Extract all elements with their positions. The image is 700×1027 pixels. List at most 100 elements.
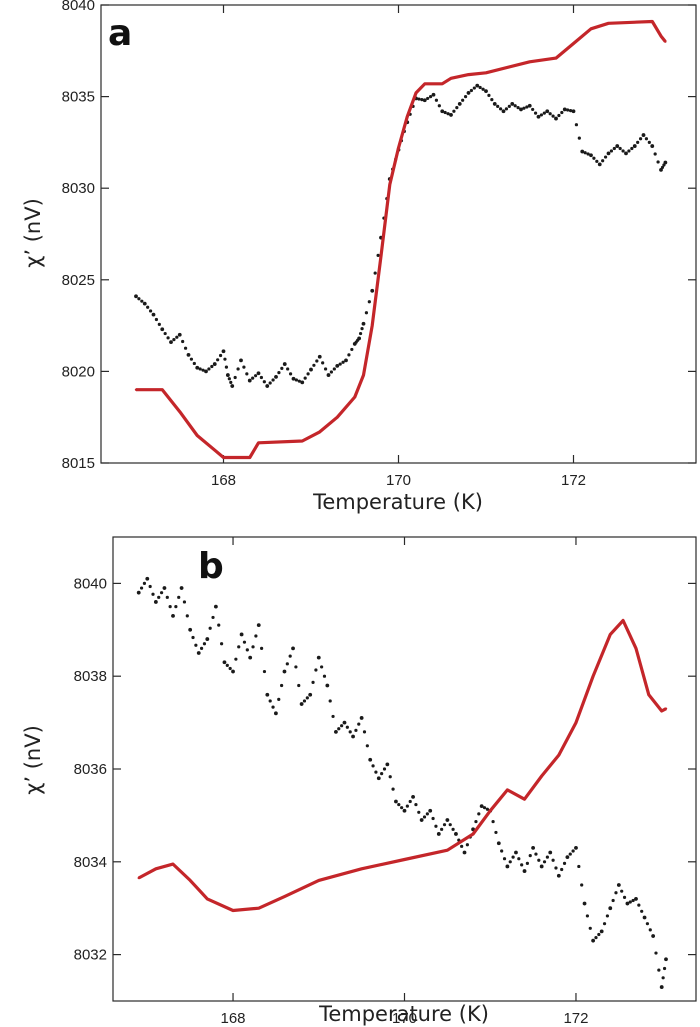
trace-dot: [166, 336, 170, 340]
data-point: [496, 841, 501, 846]
panel-b-frame: [112, 536, 697, 1002]
data-point: [388, 183, 391, 186]
data-point: [283, 895, 286, 898]
data-point: [624, 151, 628, 156]
trace-dot: [588, 926, 592, 930]
trace-dot: [380, 772, 384, 776]
trace-dot: [551, 858, 555, 862]
trace-dot: [159, 591, 164, 595]
trace-dot: [223, 357, 227, 361]
data-point: [188, 627, 193, 632]
data-point: [471, 832, 475, 836]
data-point: [642, 915, 647, 920]
data-point: [248, 456, 251, 459]
trace-dot: [631, 898, 635, 903]
trace-dot: [228, 666, 232, 671]
trace-dot: [174, 605, 178, 609]
data-point: [428, 808, 433, 813]
trace-dot: [595, 159, 599, 163]
trace-dot: [554, 866, 558, 870]
trace-dot: [210, 364, 214, 369]
trace-dot: [242, 365, 246, 369]
trace-dot: [139, 586, 144, 590]
series-line: [137, 618, 667, 913]
trace-dot: [542, 860, 547, 864]
data-point: [531, 845, 536, 850]
trace-dot: [280, 366, 284, 370]
trace-dot: [137, 297, 141, 301]
data-point: [151, 312, 156, 317]
trace-dot: [181, 339, 185, 344]
data-point: [484, 89, 488, 94]
trace-dot: [452, 109, 456, 113]
data-point: [647, 693, 651, 696]
trace-dot: [140, 299, 144, 303]
trace-dot: [253, 374, 258, 378]
data-point: [318, 430, 321, 434]
trace-dot: [320, 665, 324, 669]
trace-dot: [477, 812, 481, 816]
panel-a-frame: [100, 4, 697, 464]
data-point: [397, 146, 400, 150]
trace-dot: [201, 368, 205, 372]
trace-dot: [358, 331, 363, 336]
trace-dot: [237, 645, 241, 649]
data-point: [231, 669, 235, 674]
data-point: [632, 144, 637, 148]
trace-dot: [362, 730, 367, 734]
panel-b-letter: b: [198, 546, 224, 587]
trace-dot: [224, 365, 229, 369]
trace-dot: [192, 361, 196, 366]
data-point: [615, 144, 620, 148]
trace-dot: [340, 724, 344, 728]
panel-b-chart: b 168 170 172 8032 8034 8036 8038 8040 Temperat…: [21, 536, 697, 1027]
data-point: [479, 804, 484, 809]
data-point: [162, 586, 167, 590]
trace-dot: [328, 699, 332, 703]
trace-dot: [189, 357, 194, 361]
data-point: [326, 373, 331, 377]
data-point: [195, 365, 200, 370]
trace-dot: [233, 375, 237, 380]
data-point: [239, 358, 243, 363]
data-point: [589, 153, 593, 158]
trace-dot: [315, 359, 319, 363]
trace-dot: [219, 642, 224, 646]
trace-dot: [528, 854, 532, 858]
trace-dot: [199, 646, 204, 650]
data-point: [222, 456, 225, 459]
trace-dot: [303, 376, 307, 380]
trace-dot: [405, 804, 409, 808]
trace-dot: [654, 951, 658, 955]
trace-dot: [516, 105, 520, 110]
y-tick-label: 8034: [74, 854, 107, 871]
trace-dot: [332, 367, 336, 371]
trace-dot: [500, 849, 504, 853]
data-point: [136, 590, 141, 595]
trace-dot: [271, 705, 275, 709]
data-point: [196, 651, 201, 655]
data-point: [616, 883, 621, 887]
data-point: [554, 116, 558, 121]
data-point: [475, 83, 480, 88]
trace-dot: [347, 353, 351, 357]
series-black-dotted: [134, 83, 668, 388]
data-point: [597, 162, 602, 167]
y-tick-label: 8020: [62, 363, 95, 380]
trace-dot: [225, 663, 229, 667]
data-point: [291, 376, 296, 381]
data-point: [436, 832, 441, 836]
trace-dot: [182, 600, 187, 604]
trace-dot: [490, 98, 494, 102]
x-tick-label: 168: [221, 1010, 246, 1027]
trace-dot: [208, 626, 212, 630]
trace-dot: [288, 654, 292, 658]
data-point: [309, 367, 313, 372]
data-point: [634, 897, 638, 901]
trace-dot: [234, 657, 238, 661]
trace-dot: [647, 140, 651, 144]
data-point: [357, 336, 362, 341]
data-point: [353, 395, 356, 399]
data-point: [385, 762, 390, 767]
